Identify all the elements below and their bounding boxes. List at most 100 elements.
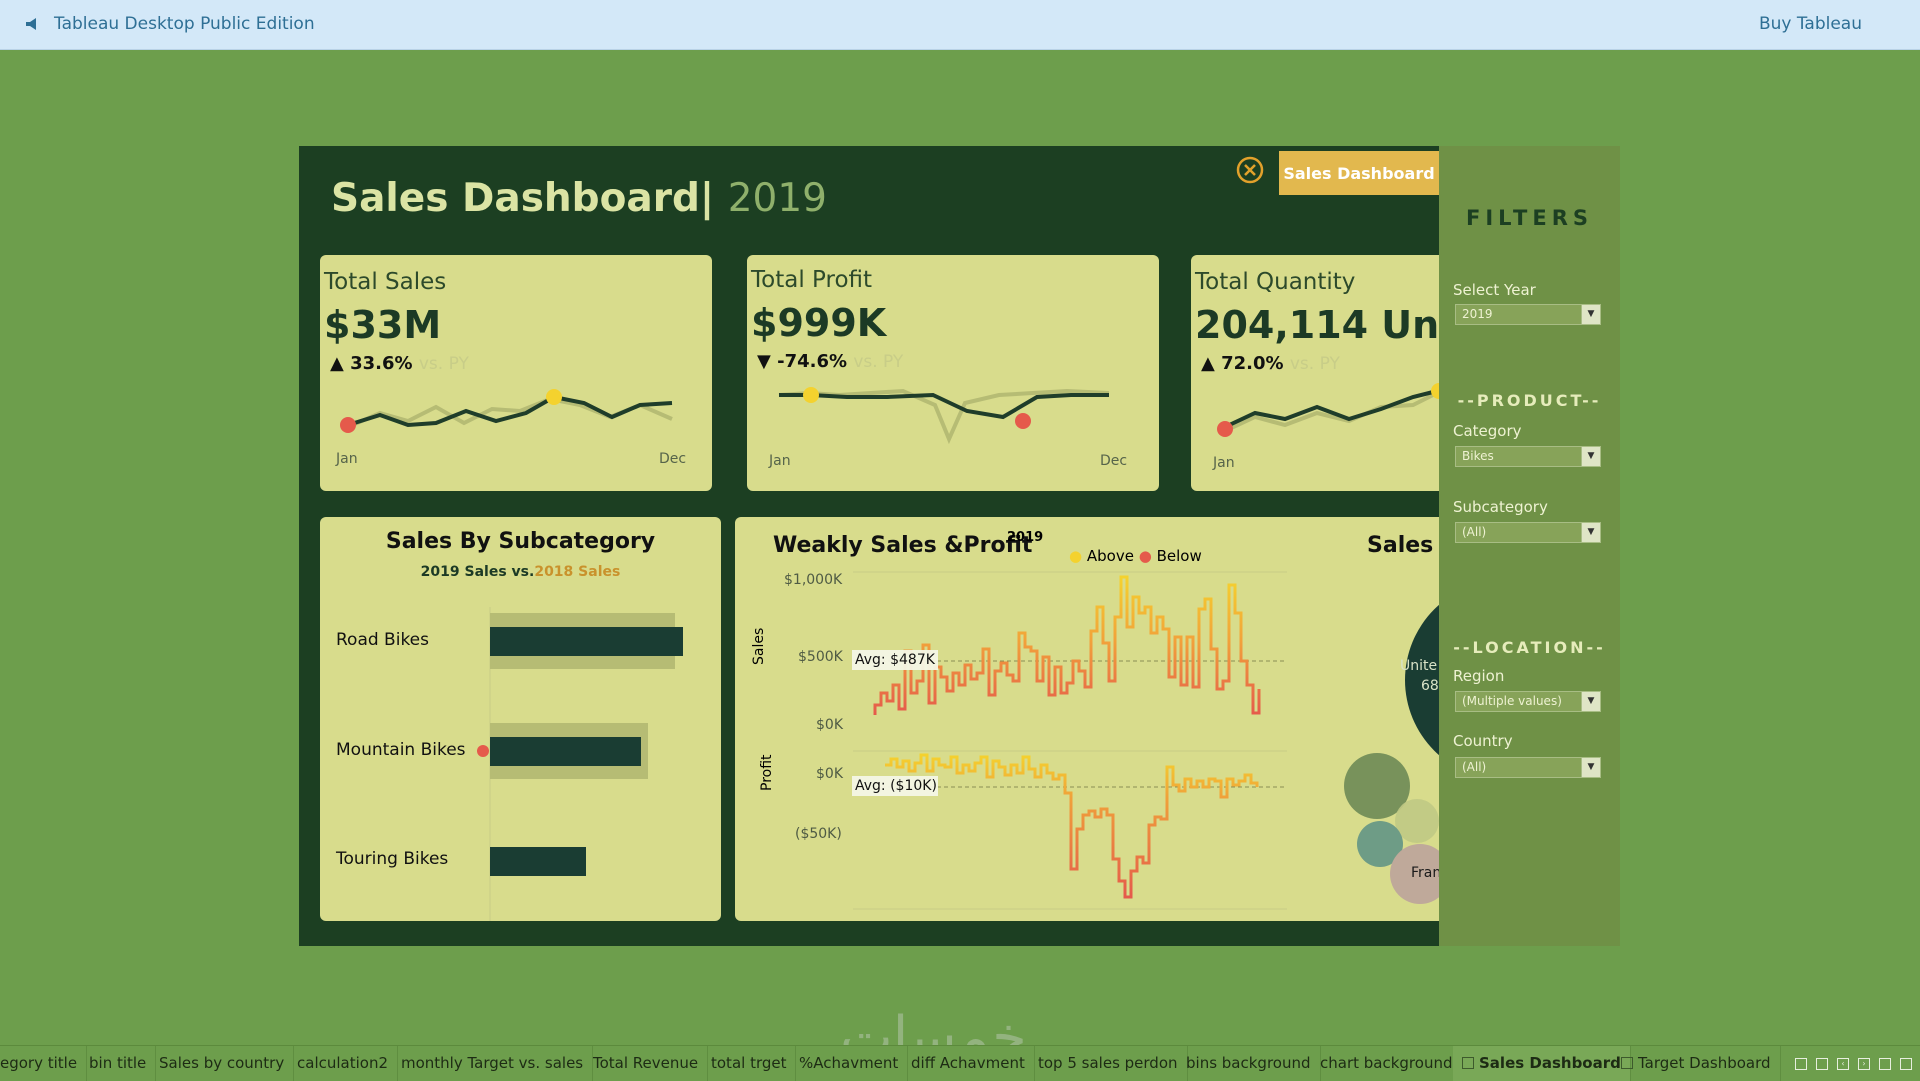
max-point — [803, 387, 819, 403]
chevron-down-icon: ▼ — [1581, 758, 1600, 777]
subcategory-bars — [477, 607, 683, 921]
axis-start: Jan — [1213, 455, 1235, 471]
dashboard-year: 2019 — [727, 176, 827, 221]
weekly-legend: ● Above ● Below — [1069, 547, 1202, 565]
bar-road-bikes — [490, 627, 683, 656]
year-dropdown[interactable]: 2019 ▼ — [1455, 304, 1601, 325]
tab-sales-by-country[interactable]: Sales by country — [150, 1046, 295, 1081]
sales-sparkline — [340, 389, 673, 433]
sales-tick-0k: $0K — [816, 717, 843, 733]
chevron-down-icon: ▼ — [1581, 447, 1600, 466]
fullscreen-icon[interactable] — [1879, 1058, 1891, 1070]
year-label: Select Year — [1453, 281, 1536, 299]
tab-calculation2[interactable]: calculation2 — [288, 1046, 398, 1081]
country-label: Country — [1453, 732, 1513, 750]
min-point — [340, 417, 356, 433]
subcategory-title: Sales By Subcategory — [385, 529, 656, 554]
dashboard-tab-icon — [1462, 1057, 1474, 1069]
kpi-total-profit: Total Profit $999K ▼ -74.6% vs. PY Jan D… — [747, 255, 1159, 491]
kpi-value: $33M — [324, 303, 442, 347]
bubble-value: 68 — [1421, 678, 1439, 694]
bar-mountain-bikes — [490, 737, 641, 766]
profit-tick-50k: ($50K) — [795, 826, 842, 842]
tab-target-dashboard[interactable]: Target Dashboard — [1612, 1046, 1781, 1081]
quantity-sparkline — [1217, 383, 1439, 437]
sales-average-label: Avg: $487K — [855, 652, 935, 668]
weekly-panel: Weakly Sales &Profit 2019 ● Above ● Belo… — [735, 517, 1439, 921]
category-label: Category — [1453, 422, 1522, 440]
subcategory-legend: 2019 Sales vs.2018 Sales — [420, 564, 621, 580]
axis-start: Jan — [769, 453, 791, 469]
product-header: --PRODUCT-- — [1457, 391, 1602, 410]
tab-controls: ‹ › — [1795, 1058, 1912, 1070]
profit-sparkline — [778, 387, 1110, 445]
dashboard-title: Sales Dashboard| 2019 — [331, 176, 827, 221]
kpi-change: ▼ -74.6% vs. PY — [757, 351, 904, 372]
kpi-value: 204,114 Unit — [1195, 303, 1439, 347]
chevron-down-icon: ▼ — [1581, 305, 1600, 324]
region-label: Region — [1453, 667, 1505, 685]
tab-chart-background[interactable]: chart background — [1311, 1046, 1463, 1081]
country-dropdown[interactable]: (All) ▼ — [1455, 757, 1601, 778]
tab-monthly-target[interactable]: monthly Target vs. sales — [392, 1046, 594, 1081]
kpi-label: Total Sales — [324, 269, 447, 295]
filters-panel: FILTERS Select Year 2019 ▼ --PRODUCT-- Ca… — [1439, 146, 1620, 946]
tab-total-target[interactable]: total trget — [702, 1046, 797, 1081]
location-header: --LOCATION-- — [1453, 638, 1606, 657]
bubble-france: Franc — [1411, 865, 1439, 881]
subcategory-touring-bikes: Touring Bikes — [336, 849, 449, 869]
kpi-label: Total Profit — [751, 267, 873, 293]
dashboard-tab-icon — [1621, 1057, 1633, 1069]
tab-total-revenue[interactable]: Total Revenue — [584, 1046, 709, 1081]
tab-diff-achievement[interactable]: diff Achavment — [902, 1046, 1035, 1081]
bar-touring-bikes — [490, 847, 586, 876]
buy-tableau-link[interactable]: Buy Tableau — [1758, 14, 1862, 34]
close-icon[interactable] — [1236, 156, 1264, 184]
title-bar: Tableau Desktop Public Edition Buy Table… — [0, 0, 1920, 50]
max-point — [546, 389, 562, 405]
subcategory-panel: Sales By Subcategory 2019 Sales vs.2018 … — [320, 517, 721, 921]
max-point — [1431, 383, 1439, 399]
kpi-label: Total Quantity — [1195, 269, 1356, 295]
filmstrip-icon[interactable] — [1816, 1058, 1828, 1070]
kpi-total-sales: Total Sales $33M ▲ 33.6% vs. PY Jan Dec — [320, 255, 712, 491]
min-point — [1015, 413, 1031, 429]
weekly-year: 2019 — [1007, 530, 1044, 545]
presentation-icon[interactable] — [1900, 1058, 1912, 1070]
sheet-sorter-icon[interactable] — [1795, 1058, 1807, 1070]
sheet-tabs: egory title bin title Sales by country c… — [0, 1045, 1920, 1081]
tab-achievement[interactable]: %Achavment — [790, 1046, 909, 1081]
tab-top-5-sales[interactable]: top 5 sales perdon — [1029, 1046, 1188, 1081]
previous-icon[interactable]: ‹ — [1837, 1058, 1849, 1070]
region-dropdown[interactable]: (Multiple values) ▼ — [1455, 691, 1601, 712]
kpi-total-quantity: Total Quantity 204,114 Unit ▲ 72.0% vs. … — [1191, 255, 1439, 491]
up-arrow-icon: ▲ — [1201, 353, 1215, 374]
tab-bin-title[interactable]: bin title — [80, 1046, 157, 1081]
min-point — [1217, 421, 1233, 437]
next-icon[interactable]: › — [1858, 1058, 1870, 1070]
tab-bins-background[interactable]: bins background — [1177, 1046, 1321, 1081]
country-panel-title: Sales E — [1367, 533, 1439, 558]
chevron-down-icon: ▼ — [1581, 692, 1600, 711]
sales-dashboard-button[interactable]: Sales Dashboard — [1279, 151, 1439, 195]
app-icon — [26, 18, 36, 30]
app-title: Tableau Desktop Public Edition — [54, 14, 315, 34]
tab-category-title[interactable]: egory title — [0, 1046, 88, 1081]
subcategory-label: Subcategory — [1453, 498, 1548, 516]
kpi-change: ▲ 72.0% vs. PY — [1201, 353, 1340, 374]
category-dropdown[interactable]: Bikes ▼ — [1455, 446, 1601, 467]
filters-title: FILTERS — [1465, 206, 1594, 230]
subcategory-dropdown[interactable]: (All) ▼ — [1455, 522, 1601, 543]
profit-average-label: Avg: ($10K) — [855, 778, 937, 794]
decline-marker — [477, 745, 489, 757]
subcategory-road-bikes: Road Bikes — [336, 630, 430, 650]
weekly-title: Weakly Sales &Profit — [773, 533, 1033, 558]
subcategory-mountain-bikes: Mountain Bikes — [336, 740, 466, 760]
kpi-value: $999K — [751, 301, 887, 345]
axis-end: Dec — [659, 451, 687, 467]
tab-sales-dashboard[interactable]: Sales Dashboard — [1453, 1046, 1631, 1081]
weekly-chart — [852, 571, 1439, 910]
down-arrow-icon: ▼ — [757, 351, 771, 372]
profit-tick-0k: $0K — [816, 766, 843, 782]
sales-tick-500k: $500K — [798, 649, 843, 665]
